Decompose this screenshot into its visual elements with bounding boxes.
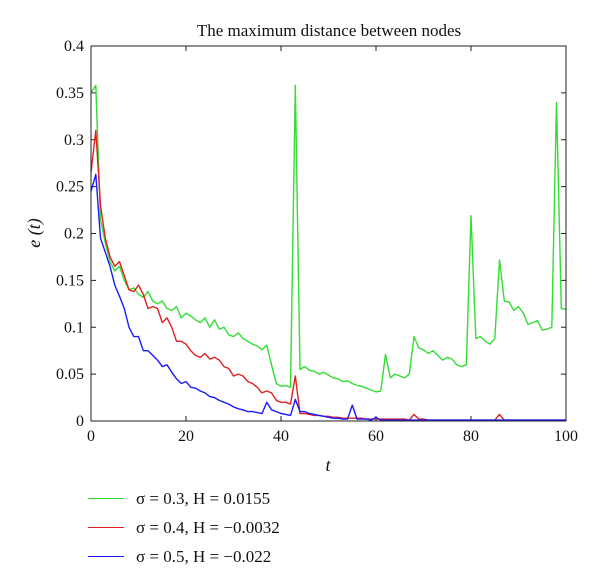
legend-label: σ = 0.4, H = −0.0032 xyxy=(136,517,280,537)
legend: σ = 0.3, H = 0.0155 σ = 0.4, H = −0.0032… xyxy=(88,484,280,571)
x-tick-label: 0 xyxy=(87,428,95,445)
x-tick-label: 40 xyxy=(273,428,289,445)
axis-ticks: 0 20 40 60 80 100 0 0.05 0.1 0.15 0.2 0.25 0.3 0.35 0.… xyxy=(56,38,578,445)
series-line-0 xyxy=(90,84,567,393)
y-axis-label: e (t) xyxy=(24,218,45,247)
y-tick-label: 0.35 xyxy=(56,85,84,102)
x-axis-label: t xyxy=(325,455,331,475)
plot-frame xyxy=(90,45,567,422)
legend-swatch-green xyxy=(88,498,124,499)
y-tick-label: 0.4 xyxy=(64,38,84,55)
chart-title: The maximum distance between nodes xyxy=(197,21,461,40)
x-tick-label: 80 xyxy=(463,428,479,445)
plot-lines xyxy=(90,84,567,421)
y-tick-label: 0.1 xyxy=(64,319,84,336)
legend-item-sigma-0-4: σ = 0.4, H = −0.0032 xyxy=(88,513,280,542)
y-tick-label: 0.3 xyxy=(64,132,84,149)
legend-swatch-red xyxy=(88,527,124,528)
y-tick-label: 0.15 xyxy=(56,272,84,289)
y-tick-label: 0 xyxy=(76,413,84,430)
legend-item-sigma-0-3: σ = 0.3, H = 0.0155 xyxy=(88,484,280,513)
legend-label: σ = 0.3, H = 0.0155 xyxy=(136,488,271,508)
legend-label: σ = 0.5, H = −0.022 xyxy=(136,546,272,566)
legend-item-sigma-0-5: σ = 0.5, H = −0.022 xyxy=(88,542,280,571)
x-tick-label: 100 xyxy=(554,428,578,445)
x-tick-label: 60 xyxy=(368,428,384,445)
line-chart: The maximum distance between nodes 0 20 40… xyxy=(24,21,578,475)
series-line-1 xyxy=(90,129,566,421)
series-line-2 xyxy=(90,173,566,421)
legend-swatch-blue xyxy=(88,556,124,557)
y-tick-label: 0.2 xyxy=(64,226,84,243)
x-tick-label: 20 xyxy=(178,428,194,445)
y-tick-label: 0.05 xyxy=(56,366,84,383)
y-tick-label: 0.25 xyxy=(56,179,84,196)
